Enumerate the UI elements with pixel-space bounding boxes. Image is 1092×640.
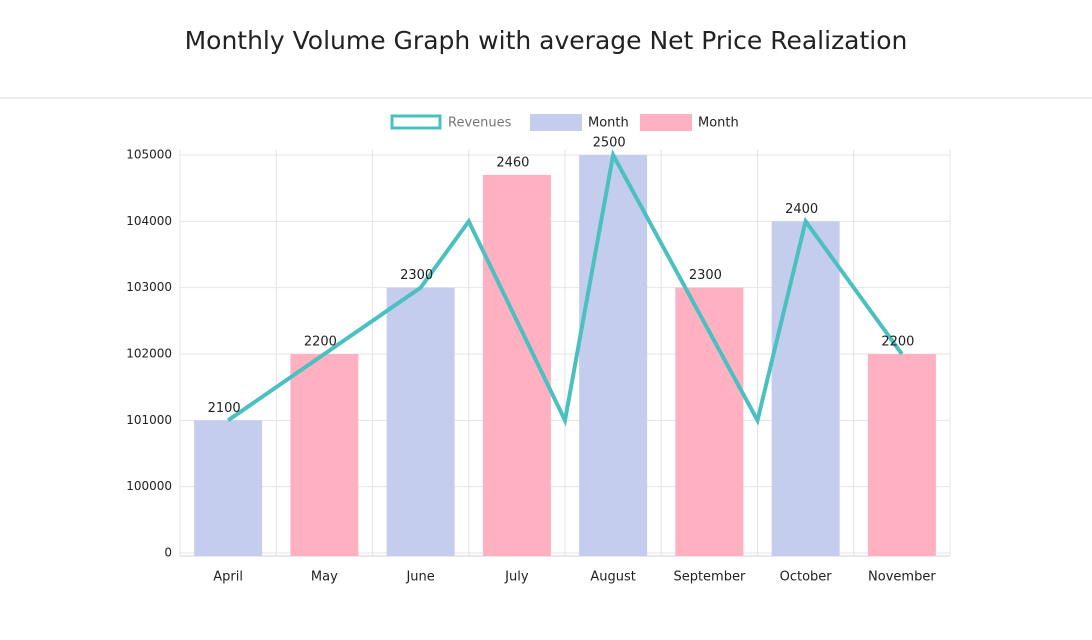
y-tick-label: 102000 xyxy=(126,347,172,361)
x-tick-label: November xyxy=(868,570,936,585)
data-label: 2200 xyxy=(881,335,914,350)
x-tick-label: September xyxy=(673,570,746,585)
data-label: 2500 xyxy=(593,136,626,151)
y-tick-label: 101000 xyxy=(126,413,172,427)
bar xyxy=(771,221,840,557)
bar xyxy=(579,155,648,556)
legend-label: Month xyxy=(588,116,629,131)
y-tick-label: 105000 xyxy=(126,148,172,162)
data-label: 2300 xyxy=(689,268,722,283)
header xyxy=(0,0,1092,98)
chart-title: Monthly Volume Graph with average Net Pr… xyxy=(185,26,908,55)
data-label: 2300 xyxy=(400,268,433,283)
x-tick-label: April xyxy=(213,570,243,585)
x-tick-label: August xyxy=(590,570,636,585)
legend-swatch xyxy=(390,114,442,130)
bar xyxy=(867,354,936,556)
x-tick-label: May xyxy=(311,570,338,585)
y-tick-label: 103000 xyxy=(126,280,172,294)
legend-swatch xyxy=(530,114,582,131)
y-tick-label: 104000 xyxy=(126,214,172,228)
bar xyxy=(386,287,455,556)
x-tick-label: June xyxy=(405,570,434,585)
bar xyxy=(290,354,359,556)
data-label: 2100 xyxy=(208,401,241,416)
data-label: 2460 xyxy=(496,155,529,170)
x-tick-label: October xyxy=(780,570,833,585)
bar xyxy=(194,420,263,556)
data-label: 2400 xyxy=(785,202,818,217)
y-tick-label: 0 xyxy=(164,546,172,560)
legend-label: Month xyxy=(698,116,739,131)
legend-label: Revenues xyxy=(448,116,512,131)
x-tick-label: July xyxy=(504,570,529,585)
legend-swatch xyxy=(640,114,692,131)
data-label: 2200 xyxy=(304,335,337,350)
line xyxy=(226,149,904,427)
y-tick-label: 100000 xyxy=(126,479,172,493)
